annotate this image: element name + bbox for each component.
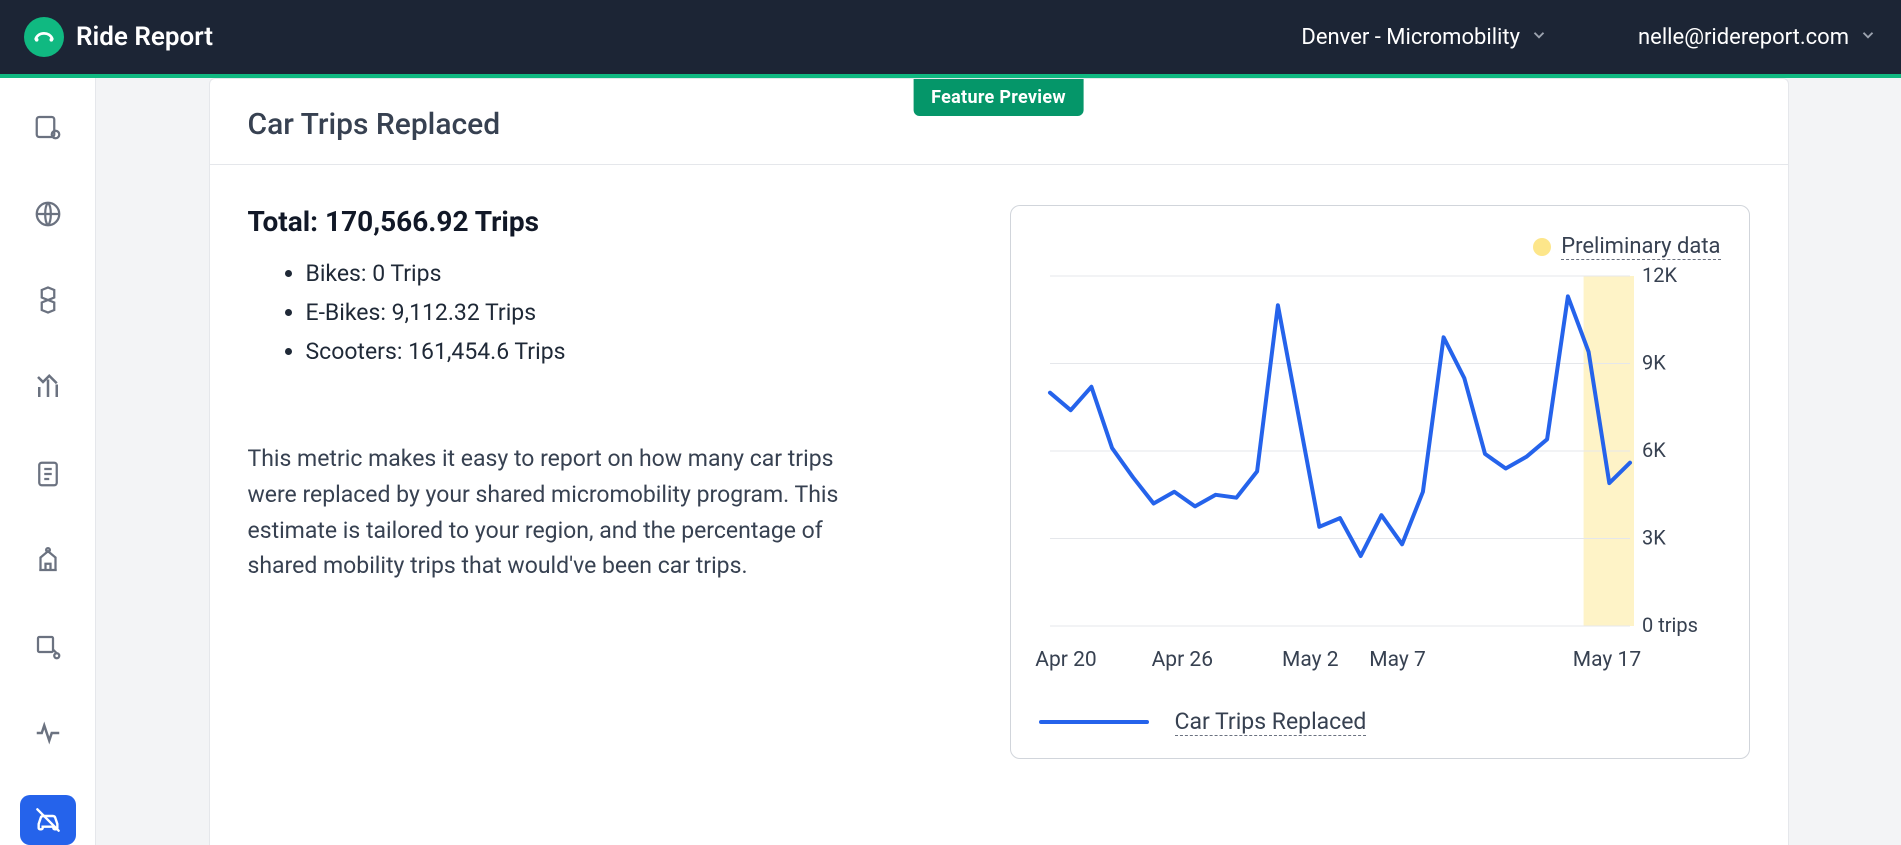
breakdown-list: Bikes: 0 Trips E-Bikes: 9,112.32 Trips S… bbox=[248, 254, 970, 371]
metric-description: This metric makes it easy to report on h… bbox=[248, 441, 888, 584]
legend-label[interactable]: Car Trips Replaced bbox=[1175, 708, 1367, 736]
line-chart: 12K 9K 6K 3K 0 trips bbox=[1039, 266, 1721, 636]
total-trips: Total: 170,566.92 Trips bbox=[248, 205, 970, 238]
feature-preview-badge: Feature Preview bbox=[913, 79, 1084, 116]
sidebar-item-hex[interactable] bbox=[20, 275, 76, 326]
brand-name: Ride Report bbox=[76, 22, 213, 52]
svg-text:9K: 9K bbox=[1642, 351, 1666, 375]
svg-text:0 trips: 0 trips bbox=[1642, 613, 1698, 636]
content-card: Feature Preview Car Trips Replaced Total… bbox=[209, 78, 1789, 845]
sidebar-item-map[interactable] bbox=[20, 102, 76, 153]
sidebar-item-health[interactable] bbox=[20, 708, 76, 759]
list-item: E-Bikes: 9,112.32 Trips bbox=[306, 293, 970, 332]
brand-group[interactable]: Ride Report bbox=[24, 17, 213, 57]
list-item: Bikes: 0 Trips bbox=[306, 254, 970, 293]
sidebar bbox=[0, 78, 96, 845]
topbar: Ride Report Denver - Micromobility nelle… bbox=[0, 0, 1901, 78]
x-tick-label: May 7 bbox=[1369, 648, 1426, 672]
user-menu[interactable]: nelle@ridereport.com bbox=[1638, 25, 1877, 50]
sidebar-item-reports[interactable] bbox=[20, 448, 76, 499]
sidebar-item-analytics[interactable] bbox=[20, 362, 76, 413]
svg-text:12K: 12K bbox=[1642, 266, 1677, 287]
list-item: Scooters: 161,454.6 Trips bbox=[306, 332, 970, 371]
legend-swatch bbox=[1039, 720, 1149, 724]
svg-text:6K: 6K bbox=[1642, 438, 1666, 462]
preliminary-data-link[interactable]: Preliminary data bbox=[1561, 234, 1720, 260]
sidebar-item-car-replaced[interactable] bbox=[20, 795, 76, 845]
x-tick-label: May 17 bbox=[1573, 648, 1641, 672]
chart-area: 12K 9K 6K 3K 0 trips bbox=[1039, 266, 1721, 636]
svg-text:3K: 3K bbox=[1642, 526, 1666, 550]
chart-legend: Car Trips Replaced bbox=[1039, 708, 1721, 736]
chevron-down-icon bbox=[1530, 25, 1548, 50]
region-selector[interactable]: Denver - Micromobility bbox=[1301, 25, 1548, 50]
user-email: nelle@ridereport.com bbox=[1638, 25, 1849, 50]
x-tick-label: Apr 20 bbox=[1035, 648, 1096, 672]
chevron-down-icon bbox=[1859, 25, 1877, 50]
preliminary-dot-icon bbox=[1533, 238, 1551, 256]
brand-logo-icon bbox=[24, 17, 64, 57]
summary-panel: Total: 170,566.92 Trips Bikes: 0 Trips E… bbox=[248, 205, 970, 759]
x-axis-labels: Apr 20Apr 26May 2May 7May 17 bbox=[1039, 648, 1721, 676]
x-tick-label: Apr 26 bbox=[1152, 648, 1213, 672]
chart-panel: Preliminary data 12K 9K 6K 3K 0 trips Apr 20… bbox=[1010, 205, 1750, 759]
sidebar-item-globe[interactable] bbox=[20, 189, 76, 240]
x-tick-label: May 2 bbox=[1282, 648, 1339, 672]
sidebar-item-policy[interactable] bbox=[20, 535, 76, 586]
sidebar-item-routes[interactable] bbox=[20, 621, 76, 672]
region-selector-label: Denver - Micromobility bbox=[1301, 25, 1520, 50]
